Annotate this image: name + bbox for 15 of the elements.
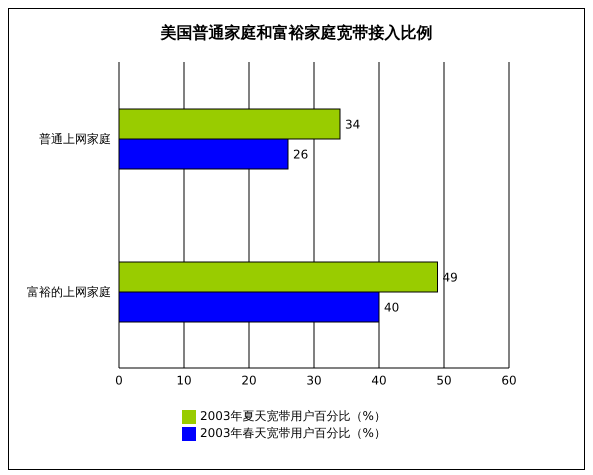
- x-tick-label: 0: [115, 374, 123, 388]
- x-tick-label: 30: [306, 374, 322, 388]
- chart-title: 美国普通家庭和富裕家庭宽带接入比例: [159, 23, 434, 44]
- data-label: 34: [345, 117, 360, 132]
- legend-label: 2003年春天宽带用户百分比（%）: [200, 426, 386, 440]
- data-label: 26: [293, 147, 308, 162]
- x-tick-label: 50: [436, 374, 452, 388]
- x-tick-label: 40: [371, 374, 387, 388]
- x-tick-label: 10: [176, 374, 192, 388]
- y-tick-label: 普通上网家庭: [39, 132, 111, 146]
- x-tick-label: 20: [241, 374, 257, 388]
- y-tick-label: 富裕的上网家庭: [27, 284, 111, 299]
- data-label: 40: [384, 300, 400, 314]
- x-tick-label: 60: [501, 374, 517, 388]
- legend-label: 2003年夏天宽带用户百分比（%）: [200, 409, 386, 423]
